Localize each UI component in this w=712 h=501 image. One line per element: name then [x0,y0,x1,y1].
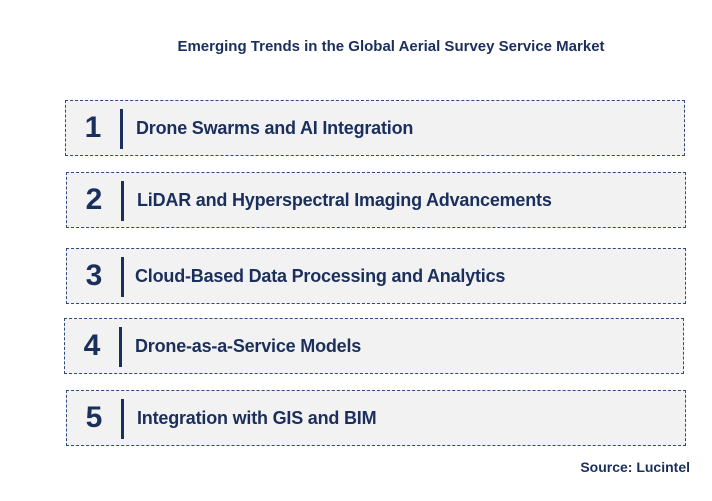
divider-bar [119,327,122,367]
trend-label: Drone Swarms and AI Integration [136,117,414,138]
divider-bar [121,257,124,297]
trend-number: 2 [85,183,103,216]
trend-item-2: 2 LiDAR and Hyperspectral Imaging Advanc… [66,172,686,228]
divider-bar [121,181,124,221]
trend-item-4: 4 Drone-as-a-Service Models [64,318,684,374]
trend-label: Cloud-Based Data Processing and Analytic… [135,265,506,286]
trend-number: 3 [85,259,103,292]
trend-label: LiDAR and Hyperspectral Imaging Advancem… [137,189,552,210]
trend-label: Drone-as-a-Service Models [135,335,362,356]
divider-bar [120,109,123,149]
trend-item-3: 3 Cloud-Based Data Processing and Analyt… [66,248,686,304]
trend-label: Integration with GIS and BIM [137,407,377,428]
trend-number: 4 [83,329,101,362]
trend-number: 1 [84,111,102,144]
divider-bar [121,399,124,439]
trend-item-1: 1 Drone Swarms and AI Integration [65,100,685,156]
diagram-title: Emerging Trends in the Global Aerial Sur… [177,38,605,55]
trend-number: 5 [85,401,103,434]
source-note: Source: Lucintel [580,459,690,475]
trend-item-5: 5 Integration with GIS and BIM [66,390,686,446]
